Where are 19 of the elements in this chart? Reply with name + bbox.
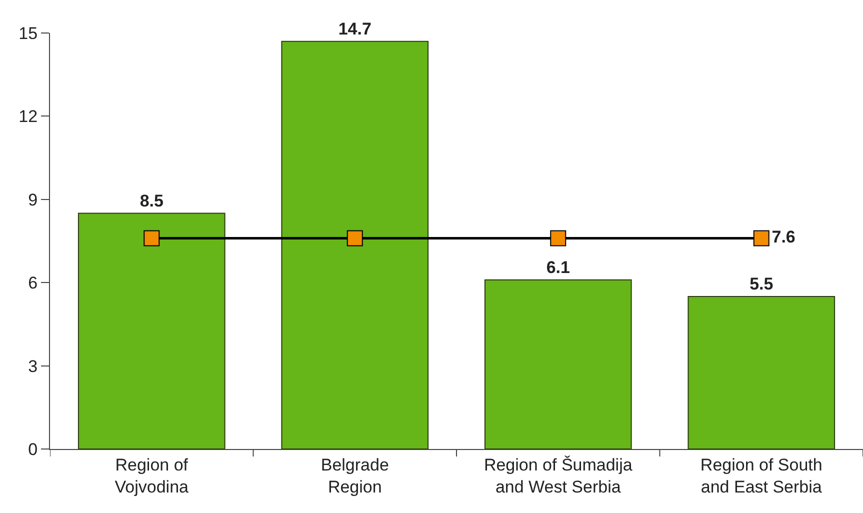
bar [78,212,226,449]
y-tick-label: 15 [18,24,38,43]
x-tick-label: Region of South and East Serbia [700,455,822,496]
data-label: 14.7 [338,19,372,38]
y-tick-label: 0 [28,440,38,459]
bar [281,40,429,449]
x-tick-label: Region of Vojvodina [114,455,190,496]
y-tick-label: 3 [28,356,38,376]
data-label: 8.5 [140,191,164,210]
y-tick-label: 12 [18,107,38,126]
y-tick-label: 6 [28,274,38,293]
y-tick-label: 9 [28,190,38,210]
data-label: 5.5 [750,274,774,294]
x-tick-label: Region of Šumadija and West Serbia [484,455,633,496]
bar [688,296,836,449]
bar [484,279,632,449]
x-tick-label: Belgrade Region [320,455,389,496]
data-label: 6.1 [546,258,570,277]
data-label: 7.6 [772,227,796,246]
